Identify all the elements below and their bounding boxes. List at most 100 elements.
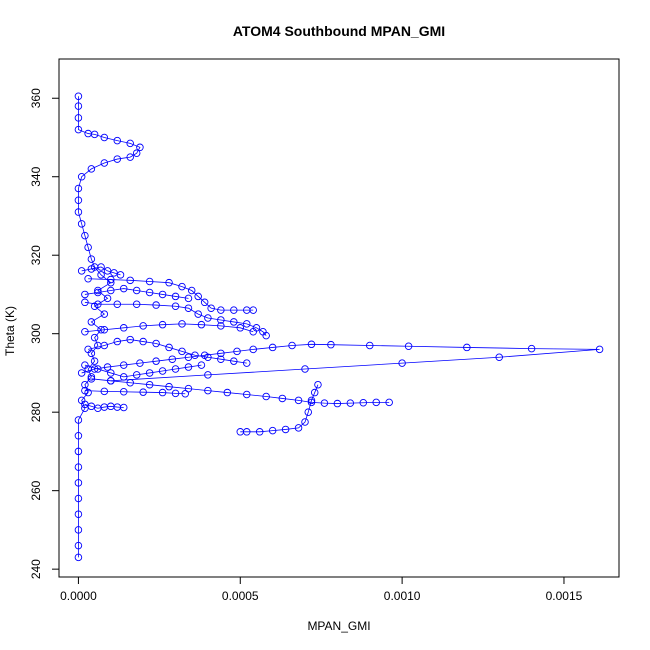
data-point [113, 337, 122, 346]
data-point [90, 357, 99, 365]
data-point [94, 288, 102, 297]
data-series [77, 263, 125, 279]
data-point [398, 359, 406, 367]
data-point [136, 143, 144, 152]
data-point [184, 384, 193, 393]
data-point [230, 357, 238, 365]
data-point [74, 494, 83, 503]
data-point [87, 265, 96, 273]
data-point [74, 208, 83, 216]
data-point [171, 389, 180, 398]
data-series [81, 298, 270, 340]
series-line [84, 364, 202, 378]
data-point [249, 327, 257, 336]
data-point [113, 136, 122, 145]
data-point [268, 343, 277, 352]
data-point [74, 125, 83, 134]
series-line [81, 343, 600, 382]
data-point [74, 92, 83, 101]
x-tick-label: 0.0010 [384, 589, 421, 603]
data-point [242, 390, 251, 399]
data-point [333, 399, 342, 408]
data-point [404, 342, 413, 351]
data-point [103, 294, 112, 303]
data-point [320, 399, 329, 407]
data-point [132, 149, 141, 157]
series-line [78, 96, 141, 558]
data-point [242, 359, 251, 367]
data-point [119, 361, 128, 369]
data-point [595, 345, 604, 354]
data-point [103, 363, 112, 371]
series-line [91, 378, 390, 404]
y-tick-label: 340 [29, 166, 43, 186]
data-point [145, 288, 154, 297]
data-point [194, 310, 202, 318]
data-point [81, 290, 89, 299]
data-point [74, 510, 83, 518]
data-point [184, 363, 193, 371]
data-point [119, 284, 128, 293]
data-point [152, 339, 160, 348]
data-point [314, 380, 322, 389]
data-point [74, 416, 83, 424]
data-series [87, 375, 393, 408]
data-point [74, 102, 83, 110]
data-point [359, 399, 368, 407]
series-line [84, 403, 124, 409]
data-point [194, 292, 202, 301]
data-point [97, 263, 105, 271]
data-point [204, 353, 212, 361]
data-point [139, 337, 147, 346]
data-point [223, 388, 232, 397]
data-point [84, 275, 92, 283]
data-point [100, 159, 109, 167]
data-point [255, 428, 264, 436]
data-point [495, 353, 503, 361]
data-point [171, 292, 180, 301]
y-tick-label: 240 [29, 559, 43, 579]
data-series [74, 92, 144, 562]
data-point [307, 398, 316, 407]
data-point [184, 304, 193, 312]
data-point [74, 553, 83, 562]
data-point [84, 345, 92, 354]
data-series [81, 386, 189, 398]
data-series [81, 284, 193, 303]
data-point [178, 320, 186, 328]
data-point [200, 298, 209, 307]
data-point [165, 382, 173, 391]
y-axis-label: Theta (K) [3, 306, 17, 356]
data-point [132, 286, 141, 295]
data-point [158, 388, 167, 397]
data-point [94, 365, 102, 373]
data-point [74, 479, 83, 487]
data-point [94, 286, 102, 295]
data-point [84, 129, 92, 138]
data-point [119, 373, 128, 381]
data-point [77, 267, 86, 275]
data-point [288, 341, 296, 350]
data-point [281, 425, 290, 434]
data-point [87, 255, 96, 263]
data-point [217, 316, 225, 324]
y-axis: 240 260 280 300 320 340 360 [29, 88, 60, 579]
data-point [74, 447, 83, 456]
data-point [171, 302, 180, 310]
data-point [217, 349, 225, 358]
data-point [217, 322, 225, 330]
data-point [204, 386, 212, 395]
data-point [113, 300, 122, 309]
data-point [81, 231, 89, 240]
data-point [158, 290, 167, 299]
data-point [278, 394, 287, 403]
y-tick-label: 320 [29, 245, 43, 265]
data-point [178, 347, 186, 356]
data-point [145, 369, 154, 377]
data-point [184, 294, 193, 303]
data-point [81, 361, 89, 369]
x-axis: 0.0000 0.0005 0.0010 0.0015 [60, 576, 583, 603]
data-point [116, 271, 125, 279]
data-point [204, 371, 212, 379]
